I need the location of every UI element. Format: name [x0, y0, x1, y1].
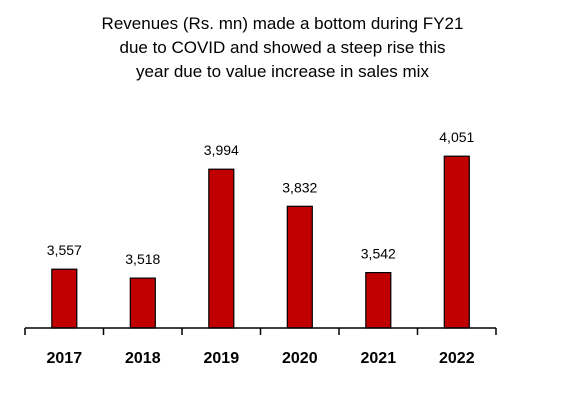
bar-2019	[208, 168, 235, 329]
data-labels-group: 3,557 3,518 3,994 3,832 3,542 4,051	[47, 129, 475, 267]
data-label-2020: 3,832	[282, 179, 317, 195]
bar-2017	[51, 268, 78, 329]
x-tick-labels-group: 2017 2018 2019 2020 2021 2022	[47, 350, 475, 367]
data-label-2022: 4,051	[439, 129, 474, 145]
x-tick-label-2020: 2020	[282, 350, 318, 367]
data-label-2017: 3,557	[47, 242, 82, 258]
x-tick-label-2018: 2018	[125, 350, 161, 367]
chart-title-line-2: due to COVID and showed a steep rise thi…	[119, 38, 446, 57]
data-label-2021: 3,542	[361, 246, 396, 262]
x-tick-label-2021: 2021	[361, 350, 397, 367]
x-tick-label-2017: 2017	[47, 350, 83, 367]
chart-title-line-3: year due to value increase in sales mix	[136, 62, 429, 81]
bar-2018	[129, 277, 156, 329]
bar-2021	[365, 272, 392, 329]
x-tick-label-2019: 2019	[204, 350, 240, 367]
x-tick-label-2022: 2022	[439, 350, 475, 367]
bar-2020	[286, 205, 313, 329]
bar-2022	[443, 155, 470, 329]
bars-group	[51, 155, 470, 329]
data-label-2019: 3,994	[204, 142, 239, 158]
chart-title-line-1: Revenues (Rs. mn) made a bottom during F…	[101, 14, 464, 33]
data-label-2018: 3,518	[125, 251, 160, 267]
x-axis	[24, 327, 497, 335]
chart-title: Revenues (Rs. mn) made a bottom during F…	[0, 12, 565, 84]
